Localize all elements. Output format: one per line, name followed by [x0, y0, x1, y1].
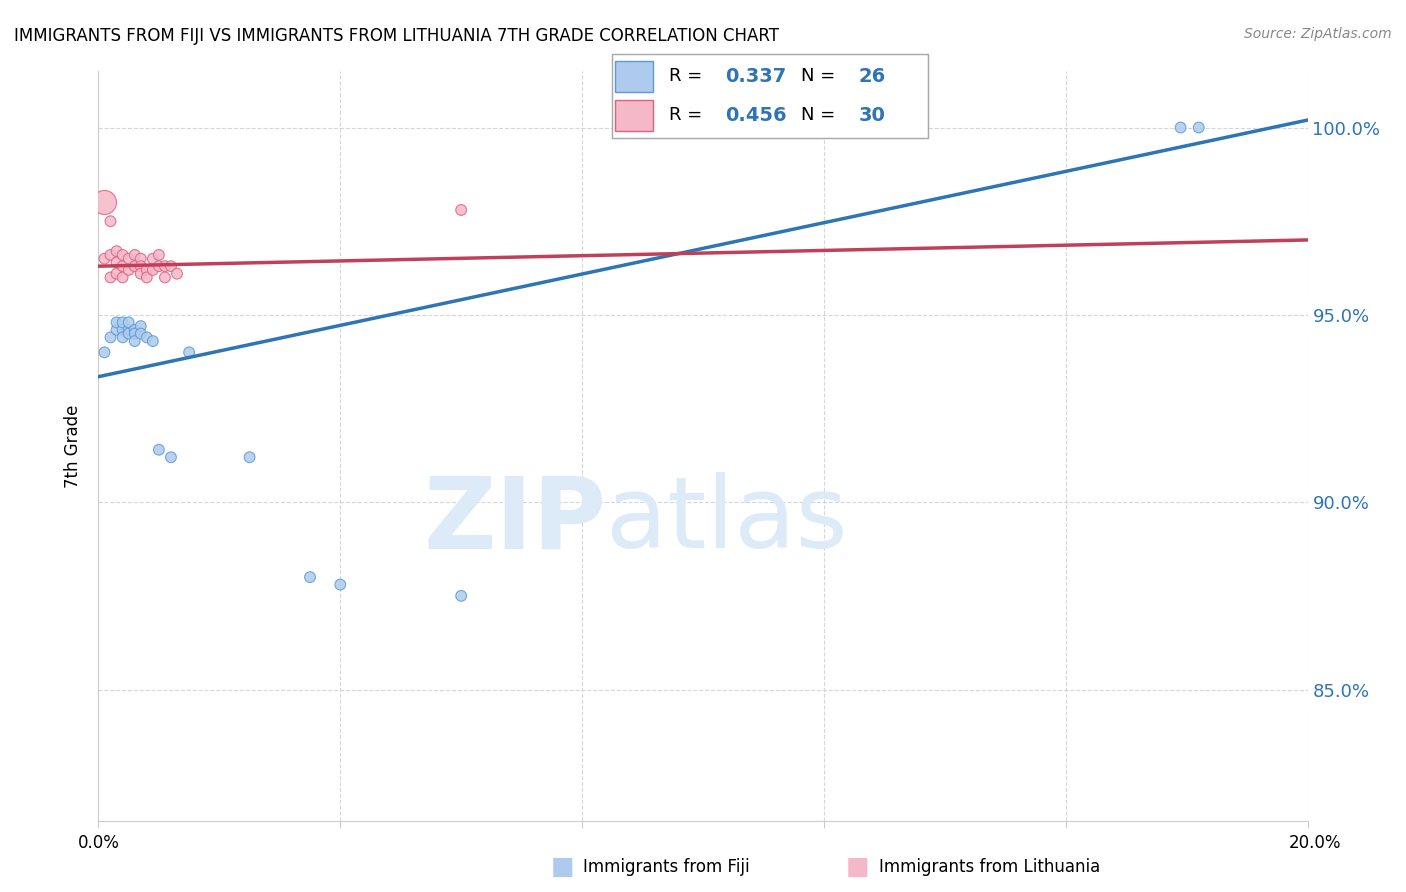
- Text: 20.0%: 20.0%: [1288, 834, 1341, 852]
- Point: [124, 323, 146, 337]
- Point: [129, 319, 152, 334]
- Point: [160, 259, 183, 273]
- Point: [129, 267, 152, 281]
- Point: [93, 195, 115, 210]
- Point: [111, 259, 134, 273]
- Point: [111, 248, 134, 262]
- Text: 30: 30: [858, 106, 886, 125]
- Point: [124, 259, 146, 273]
- Text: ■: ■: [551, 855, 574, 879]
- Point: [118, 263, 141, 277]
- Point: [118, 252, 141, 266]
- Point: [111, 270, 134, 285]
- Point: [135, 330, 157, 344]
- Point: [142, 334, 165, 348]
- Point: [450, 589, 472, 603]
- Text: IMMIGRANTS FROM FIJI VS IMMIGRANTS FROM LITHUANIA 7TH GRADE CORRELATION CHART: IMMIGRANTS FROM FIJI VS IMMIGRANTS FROM …: [14, 27, 779, 45]
- Point: [105, 267, 128, 281]
- Point: [148, 442, 170, 457]
- Point: [118, 315, 141, 329]
- Point: [105, 323, 128, 337]
- Point: [124, 248, 146, 262]
- Text: R =: R =: [669, 68, 707, 86]
- Text: 26: 26: [858, 67, 886, 86]
- Point: [124, 326, 146, 341]
- Text: N =: N =: [801, 68, 841, 86]
- Point: [118, 323, 141, 337]
- Point: [111, 323, 134, 337]
- Point: [105, 315, 128, 329]
- Point: [166, 267, 188, 281]
- Point: [153, 270, 176, 285]
- Point: [93, 252, 115, 266]
- Point: [100, 330, 122, 344]
- Point: [111, 315, 134, 329]
- Point: [105, 244, 128, 259]
- FancyBboxPatch shape: [614, 100, 652, 130]
- Text: ■: ■: [846, 855, 869, 879]
- Point: [111, 330, 134, 344]
- Text: Source: ZipAtlas.com: Source: ZipAtlas.com: [1244, 27, 1392, 41]
- Text: N =: N =: [801, 106, 841, 124]
- Point: [329, 577, 352, 591]
- Point: [135, 270, 157, 285]
- Point: [153, 259, 176, 273]
- Text: Immigrants from Lithuania: Immigrants from Lithuania: [879, 858, 1099, 876]
- Point: [129, 259, 152, 273]
- Y-axis label: 7th Grade: 7th Grade: [65, 404, 83, 488]
- Text: ZIP: ZIP: [423, 473, 606, 569]
- Point: [142, 252, 165, 266]
- Text: 0.0%: 0.0%: [77, 834, 120, 852]
- Point: [1188, 120, 1211, 135]
- Text: R =: R =: [669, 106, 707, 124]
- Point: [239, 450, 262, 465]
- Text: 0.337: 0.337: [725, 67, 787, 86]
- Point: [813, 120, 835, 135]
- Point: [100, 248, 122, 262]
- Point: [179, 345, 201, 359]
- Text: Immigrants from Fiji: Immigrants from Fiji: [583, 858, 751, 876]
- Point: [1170, 120, 1192, 135]
- Point: [105, 255, 128, 269]
- Point: [148, 248, 170, 262]
- Point: [100, 214, 122, 228]
- Point: [118, 326, 141, 341]
- Point: [129, 252, 152, 266]
- Point: [160, 450, 183, 465]
- Point: [100, 270, 122, 285]
- Point: [135, 263, 157, 277]
- Point: [148, 259, 170, 273]
- Point: [450, 202, 472, 217]
- Point: [142, 263, 165, 277]
- Point: [124, 334, 146, 348]
- Point: [299, 570, 322, 584]
- Text: 0.456: 0.456: [725, 106, 787, 125]
- FancyBboxPatch shape: [614, 62, 652, 92]
- Point: [93, 345, 115, 359]
- Text: atlas: atlas: [606, 473, 848, 569]
- Point: [129, 326, 152, 341]
